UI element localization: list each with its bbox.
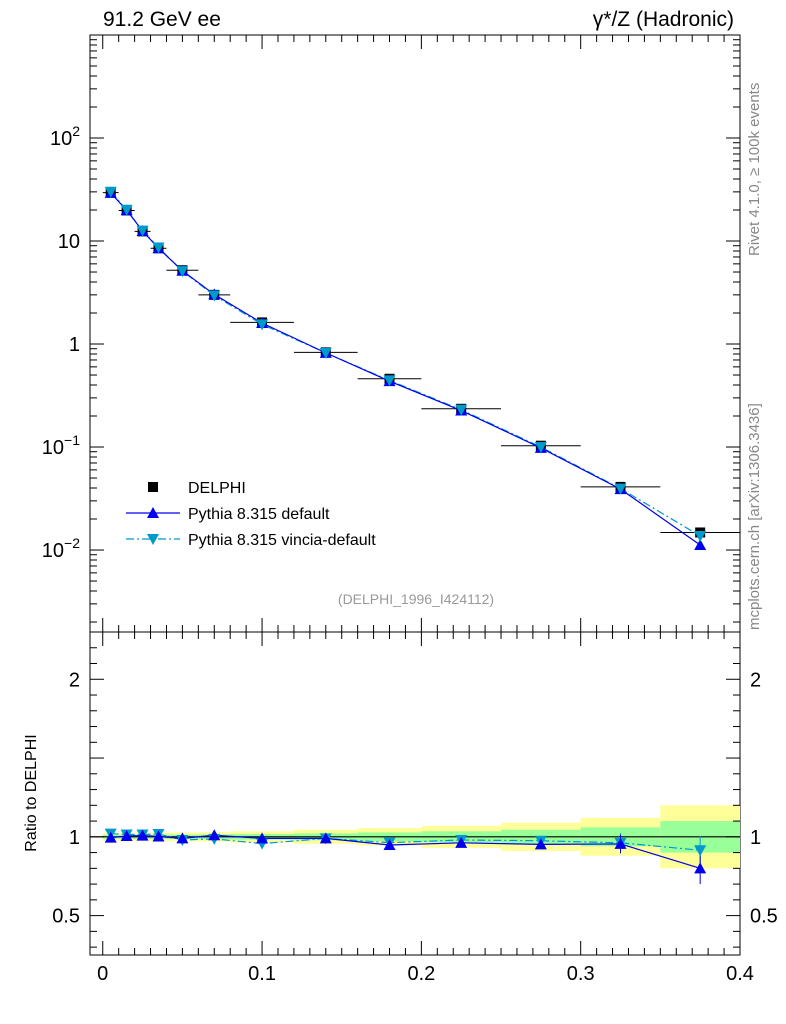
pythia-default-ratio-point [104,831,117,843]
legend-label: DELPHI [188,480,246,497]
pythia-default-ratio-point [534,838,547,850]
vincia-point [136,225,149,237]
x-tick-label: 0.4 [726,963,754,985]
pythia-default-ratio-point [694,862,707,874]
vincia-point [694,530,707,542]
y-tick-label: 10−2 [42,535,80,562]
ratio-tick-label-left: 0.5 [52,906,80,928]
vincia-point [614,483,627,495]
pythia-default-ratio-point [319,832,332,844]
vincia-point [152,242,165,254]
x-tick-label: 0.1 [248,963,276,985]
pythia-default-ratio-point [136,829,149,841]
pythia-default-ratio-point [455,836,468,848]
vincia-point [383,375,396,387]
y-tick-label: 10 [58,231,80,253]
pythia-default-ratio-point [614,837,627,849]
y-tick-label: 1 [69,334,80,356]
legend-delphi-marker [148,482,158,492]
vincia-point [120,204,133,216]
pythia-default-ratio-point [383,839,396,851]
ratio-ylabel: Ratio to DELPHI [23,734,40,851]
vincia-point [104,186,117,198]
plot-title-energy: 91.2 GeV ee [103,8,221,31]
vincia-point [319,347,332,359]
ratio-tick-label-right: 0.5 [750,906,778,928]
plot-title-process: γ*/Z (Hadronic) [592,8,734,31]
analysis-label: (DELPHI_1996_I424112) [338,591,494,607]
x-tick-label: 0.3 [567,963,595,985]
vincia-point [256,319,269,331]
x-tick-label: 0.2 [407,963,435,985]
pythia-default-ratio-point [208,829,221,841]
vincia-point [455,404,468,416]
vincia-ratio-point [694,845,707,857]
ratio-tick-label-left: 2 [69,669,80,691]
pythia-default-point [694,538,707,550]
ratio-tick-label-right: 2 [750,669,761,691]
legend-label: Pythia 8.315 default [188,506,330,523]
ratio-panel-frame [89,631,741,956]
y-tick-label: 102 [50,123,80,150]
vincia-point [208,290,221,302]
x-tick-label: 0 [97,963,108,985]
pythia-default-ratio-point [176,832,189,844]
pythia-default-ratio-point [256,832,269,844]
vincia-point [176,266,189,278]
y-tick-label: 10−1 [42,432,80,459]
legend-default-marker [147,507,159,518]
pythia-default-ratio-point [152,830,165,842]
pythia-default-ratio-point [120,830,133,842]
legend-vincia-marker [147,534,159,545]
ratio-tick-label-right: 1 [750,827,761,849]
legend-label: Pythia 8.315 vincia-default [188,532,376,549]
vincia-point [534,442,547,454]
ratio-tick-label-left: 1 [69,827,80,849]
